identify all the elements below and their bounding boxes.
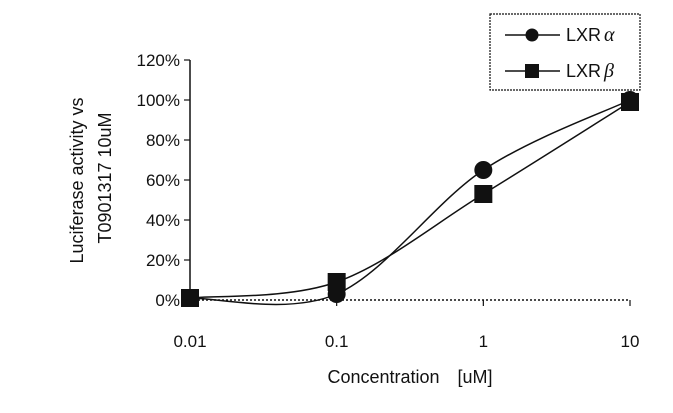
data-point-square bbox=[181, 289, 199, 307]
series-lines bbox=[190, 100, 630, 304]
x-axis-ticks: 0.01 0.1 1 10 bbox=[173, 300, 639, 351]
y-axis-ticks: 0% 20% 40% 60% 80% 100% 120% bbox=[137, 51, 190, 310]
y-tick-label: 0% bbox=[155, 291, 180, 310]
x-tick-label: 10 bbox=[621, 332, 640, 351]
data-point-circle bbox=[474, 161, 492, 179]
legend-label-2-prefix: LXR bbox=[566, 61, 601, 81]
data-point-square bbox=[621, 93, 639, 111]
legend: LXRα LXRβ bbox=[490, 14, 640, 90]
legend-label-2-greek: β bbox=[603, 60, 614, 82]
y-tick-label: 80% bbox=[146, 131, 180, 150]
series-line-1 bbox=[190, 100, 630, 304]
plot-area: 0% 20% 40% 60% 80% 100% 120% 0.01 0.1 1 10 bbox=[137, 51, 640, 351]
x-axis-title: Concentration [uM] bbox=[327, 367, 492, 387]
series-markers bbox=[181, 91, 639, 307]
y-axis-title-line-2: T0901317 10uM bbox=[95, 112, 115, 243]
y-tick-label: 60% bbox=[146, 171, 180, 190]
y-tick-label: 20% bbox=[146, 251, 180, 270]
y-axis-title-line-1: Luciferase activity vs bbox=[67, 97, 87, 263]
legend-box bbox=[490, 14, 640, 90]
y-tick-label: 100% bbox=[137, 91, 180, 110]
legend-label-1: LXRα bbox=[566, 24, 615, 46]
x-tick-label: 0.01 bbox=[173, 332, 206, 351]
y-tick-label: 120% bbox=[137, 51, 180, 70]
x-tick-label: 0.1 bbox=[325, 332, 349, 351]
legend-marker-circle bbox=[526, 29, 539, 42]
legend-label-2: LXRβ bbox=[566, 60, 614, 82]
y-tick-label: 40% bbox=[146, 211, 180, 230]
legend-label-1-greek: α bbox=[604, 24, 615, 46]
series-line-2 bbox=[190, 102, 630, 298]
x-tick-label: 1 bbox=[479, 332, 488, 351]
data-point-square bbox=[474, 185, 492, 203]
y-axis-title: Luciferase activity vs T0901317 10uM bbox=[67, 92, 115, 263]
data-point-square bbox=[328, 273, 346, 291]
legend-marker-square bbox=[525, 64, 539, 78]
legend-label-1-prefix: LXR bbox=[566, 25, 601, 45]
